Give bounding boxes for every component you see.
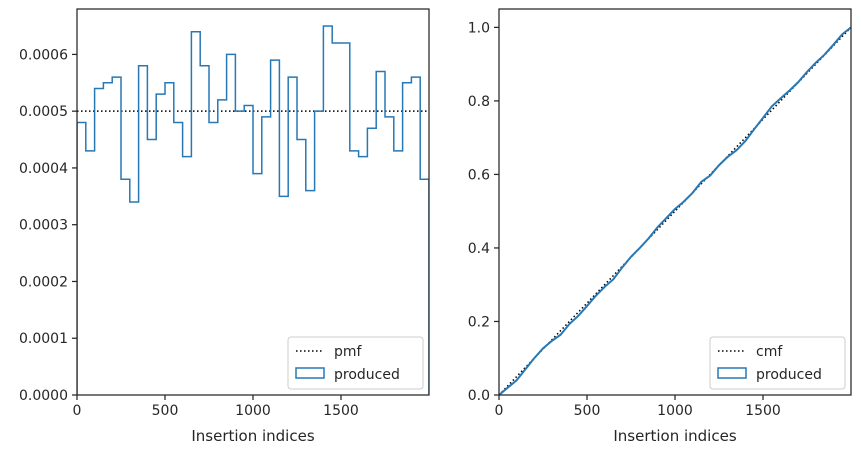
y-tick-label: 0.4 [468, 241, 490, 257]
y-tick-label: 1.0 [468, 20, 490, 36]
y-tick-label: 0.0005 [19, 104, 68, 120]
legend-swatch-produced [717, 367, 747, 379]
cmf-cumulative-chart: 0 500 1000 1500 0.0 0.2 0.4 0.6 0.8 1.0 Insertion … [468, 8, 852, 445]
x-tick-label: 500 [152, 403, 179, 419]
legend-label-produced: produced [334, 367, 400, 383]
y-tick-label: 0.8 [468, 94, 490, 110]
legend-label-reference: cmf [756, 344, 783, 360]
x-tick-label: 500 [574, 403, 601, 419]
y-tick-label: 0.0004 [19, 161, 68, 177]
x-tick-label: 1000 [657, 403, 693, 419]
plot-area [77, 25, 429, 395]
y-tick-label: 0.0006 [19, 47, 68, 63]
produced-step-line [77, 25, 429, 395]
x-tick-label: 1500 [323, 403, 359, 419]
x-tick-label: 0 [495, 403, 504, 419]
x-tick-label: 1500 [745, 403, 781, 419]
x-tick-label: 0 [73, 403, 82, 419]
x-tick-label: 1000 [235, 403, 271, 419]
y-tick-label: 0.6 [468, 167, 490, 183]
y-tick-label: 0.0 [468, 388, 490, 404]
x-axis-label: Insertion indices [613, 427, 736, 445]
y-tick-label: 0.0003 [19, 218, 68, 234]
legend: pmf produced [287, 336, 424, 390]
plot-area [499, 26, 851, 395]
legend-swatch-produced [295, 367, 325, 379]
produced-cumulative-line [499, 26, 851, 395]
legend-label-reference: pmf [334, 344, 363, 360]
legend-box [287, 336, 424, 390]
legend: cmf produced [709, 336, 846, 390]
x-axis-label: Insertion indices [191, 427, 314, 445]
legend-box [709, 336, 846, 390]
legend-label-produced: produced [756, 367, 822, 383]
y-tick-label: 0.2 [468, 314, 490, 330]
y-tick-label: 0.0000 [19, 388, 68, 404]
pmf-histogram-chart: 0 500 1000 1500 0.0000 0.0001 0.0002 0.0003 0.00… [19, 8, 430, 445]
y-tick-label: 0.0001 [19, 331, 68, 347]
y-tick-label: 0.0002 [19, 274, 68, 290]
